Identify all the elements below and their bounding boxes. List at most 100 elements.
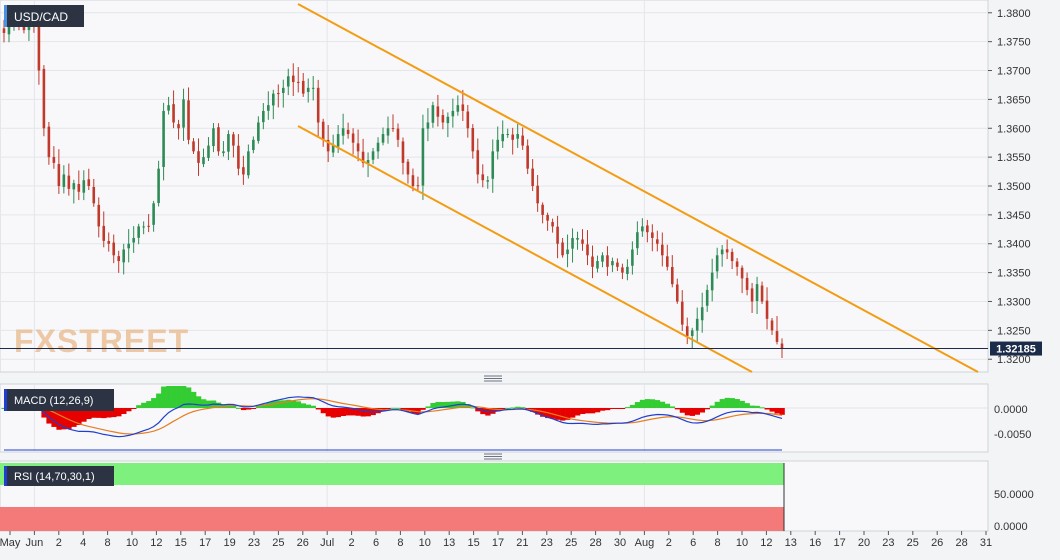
- price-tick-label: 1.3650: [997, 94, 1031, 106]
- candle-body: [381, 134, 385, 143]
- candle-body: [596, 261, 599, 269]
- candle-body: [775, 331, 779, 342]
- candle-body: [571, 237, 574, 249]
- candle-body: [366, 160, 370, 164]
- candle-body: [42, 68, 46, 129]
- candle-body: [281, 87, 285, 93]
- macd-histogram-bar: [300, 403, 307, 408]
- candle-body: [755, 284, 759, 302]
- macd-histogram-bar: [171, 386, 177, 408]
- candle-body: [451, 110, 455, 117]
- macd-histogram-bar: [420, 408, 426, 410]
- time-tick-label: 6: [690, 537, 696, 549]
- candle-body: [306, 87, 310, 92]
- watermark-logo: FXSTREET: [14, 323, 189, 359]
- last-price-tag: 1.32185: [990, 341, 1042, 356]
- candle-body: [481, 174, 485, 181]
- price-tick-label: 1.3600: [997, 123, 1031, 135]
- time-tick-label: 28: [589, 537, 601, 549]
- macd-histogram-bar: [490, 408, 496, 414]
- macd-histogram-bar: [684, 408, 691, 416]
- candle-body: [222, 151, 225, 154]
- candle-body: [765, 300, 769, 319]
- macd-histogram-bar: [629, 404, 636, 408]
- macd-histogram-bar: [714, 401, 720, 408]
- candle-body: [750, 288, 754, 302]
- macd-histogram-bar: [390, 407, 396, 409]
- macd-histogram-bar: [614, 408, 621, 409]
- macd-histogram-bar: [86, 408, 92, 420]
- macd-histogram-bar: [500, 408, 506, 410]
- macd-histogram-bar: [580, 408, 586, 414]
- time-tick-label: 13: [785, 537, 797, 549]
- candlesticks: [2, 4, 784, 359]
- candle-body: [516, 134, 519, 139]
- candle-body: [725, 249, 729, 253]
- price-tick-label: 1.3200: [997, 354, 1031, 366]
- macd-label: MACD (12,26,9): [14, 395, 93, 407]
- candle-body: [276, 93, 280, 95]
- candle-body: [122, 249, 125, 263]
- candle-body: [506, 134, 510, 136]
- time-tick-label: 4: [80, 537, 86, 549]
- trend-channel: [297, 3, 979, 373]
- time-tick-label: 2: [349, 537, 355, 549]
- candle-body: [556, 226, 559, 244]
- macd-histogram-bar: [66, 408, 72, 429]
- candle-body: [431, 105, 435, 123]
- candle-body: [421, 128, 425, 186]
- time-tick-label: 2: [666, 537, 672, 549]
- symbol-badge[interactable]: USD/CAD: [4, 5, 84, 27]
- candle-body: [296, 81, 300, 83]
- candle-body: [192, 141, 195, 152]
- candle-body: [616, 262, 619, 267]
- macd-histogram-bar: [445, 401, 451, 408]
- candle-body: [416, 185, 420, 187]
- macd-histogram-bar: [91, 408, 97, 418]
- price-tick-label: 1.3500: [997, 181, 1031, 193]
- time-tick-label: 2: [56, 537, 62, 549]
- macd-histogram-bar: [275, 400, 282, 408]
- time-tick-label: 8: [105, 537, 111, 549]
- candle-body: [371, 151, 375, 160]
- macd-histogram-bar: [230, 405, 237, 408]
- macd-histogram-bar: [181, 386, 187, 408]
- candle-body: [501, 134, 505, 142]
- candle-body: [272, 93, 275, 106]
- macd-histogram-bar: [555, 408, 561, 420]
- candle-body: [576, 237, 579, 240]
- macd-histogram-bar: [475, 408, 481, 412]
- time-tick-label: 26: [297, 537, 309, 549]
- candle-body: [705, 289, 709, 306]
- candle-body: [47, 126, 51, 158]
- candle-body: [217, 127, 220, 152]
- macd-histogram-bar: [649, 399, 656, 408]
- candle-body: [521, 135, 524, 146]
- candle-body: [316, 87, 320, 123]
- candle-body: [286, 76, 290, 87]
- time-tick-label: 13: [443, 537, 455, 549]
- macd-histogram-bar: [146, 401, 152, 408]
- macd-histogram-bar: [151, 398, 157, 408]
- macd-histogram-bar: [674, 408, 681, 410]
- candle-body: [456, 105, 460, 112]
- candle-body: [237, 145, 240, 169]
- candle-body: [87, 179, 91, 186]
- macd-histogram-bar: [240, 408, 247, 411]
- macd-histogram-bar: [385, 408, 391, 410]
- macd-histogram-bar: [719, 399, 725, 408]
- candle-body: [2, 28, 6, 33]
- macd-badge[interactable]: MACD (12,26,9): [4, 389, 114, 411]
- macd-panel[interactable]: [0, 383, 989, 453]
- panel-splitter-1[interactable]: [484, 375, 502, 382]
- rsi-badge[interactable]: RSI (14,70,30,1): [4, 466, 114, 486]
- candle-body: [526, 145, 529, 169]
- macd-histogram-bar: [81, 408, 87, 422]
- candle-body: [92, 186, 96, 204]
- price-axis: 1.3800 1.3750 1.3700 1.3650 1.3600 1.3550 1.35…: [988, 8, 1031, 366]
- macd-histogram-bar: [709, 405, 715, 408]
- candle-body: [386, 128, 390, 136]
- panel-splitter-2[interactable]: [484, 453, 502, 460]
- candle-body: [710, 272, 714, 291]
- macd-histogram-bar: [634, 402, 641, 408]
